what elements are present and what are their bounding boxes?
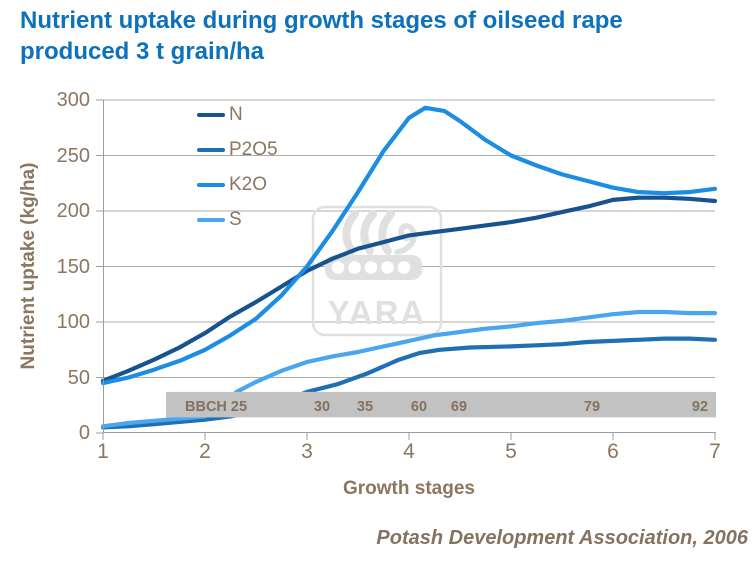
series-line-K2O xyxy=(100,105,718,386)
legend-item-K2O: K2O xyxy=(197,173,278,197)
chart-title: Nutrient uptake during growth stages of … xyxy=(20,5,740,67)
bbch-label: 60 xyxy=(411,399,427,415)
legend: N P2O5 K2O S xyxy=(197,103,278,243)
series-line-P2O5 xyxy=(100,336,718,430)
x-axis-title: Growth stages xyxy=(343,478,475,499)
y-tick-label: 100 xyxy=(56,311,90,333)
bbch-label: 92 xyxy=(692,399,708,415)
legend-swatch xyxy=(197,183,225,187)
series-line-N xyxy=(100,195,718,383)
y-tick-label: 150 xyxy=(56,255,90,278)
y-tick-label: 50 xyxy=(67,366,90,389)
bbch-label: 79 xyxy=(584,399,600,415)
y-tick-label: 0 xyxy=(78,422,90,444)
x-tick-label: 6 xyxy=(607,440,619,463)
axes-group xyxy=(96,99,716,440)
bbch-label: 69 xyxy=(451,399,467,415)
viking-ship-shields-icon xyxy=(331,261,411,274)
watermark-frame xyxy=(311,205,443,337)
legend-item-P2O5: P2O5 xyxy=(197,138,278,162)
watermark-text: YARA xyxy=(328,294,426,331)
legend-item-N: N xyxy=(197,103,278,127)
y-tick-label: 300 xyxy=(56,89,90,111)
legend-label: K2O xyxy=(229,174,268,195)
plot-area: YARA BBCH 25 30 35 60 69 79 92 xyxy=(96,99,718,440)
bbch-band-group: BBCH 25 30 35 60 69 79 92 xyxy=(166,391,716,418)
attribution-text: Potash Development Association, 2006 xyxy=(376,527,748,549)
x-tick-label: 5 xyxy=(505,440,517,463)
x-tick-label: 4 xyxy=(403,440,415,463)
x-tick-label: 7 xyxy=(709,440,721,463)
yara-watermark: YARA xyxy=(311,205,443,337)
legend-swatch xyxy=(197,113,225,117)
legend-label: S xyxy=(229,209,242,230)
chart-title-line1: Nutrient uptake during growth stages of … xyxy=(20,7,623,34)
x-tick-label: 1 xyxy=(97,440,109,463)
legend-swatch xyxy=(197,148,225,152)
bbch-band xyxy=(166,391,716,418)
bbch-label: 35 xyxy=(357,399,373,415)
y-tick-label: 250 xyxy=(56,144,90,167)
legend-item-S: S xyxy=(197,208,278,232)
legend-label: P2O5 xyxy=(229,139,278,160)
bbch-label: BBCH 25 xyxy=(185,399,247,415)
legend-label: N xyxy=(229,104,243,125)
x-tick-label: 3 xyxy=(301,440,313,463)
bbch-label: 30 xyxy=(314,399,330,415)
x-tick-label: 2 xyxy=(199,440,211,463)
legend-swatch xyxy=(197,218,225,222)
y-tick-label: 200 xyxy=(56,200,90,222)
chart-title-line2: produced 3 t grain/ha xyxy=(20,38,265,65)
